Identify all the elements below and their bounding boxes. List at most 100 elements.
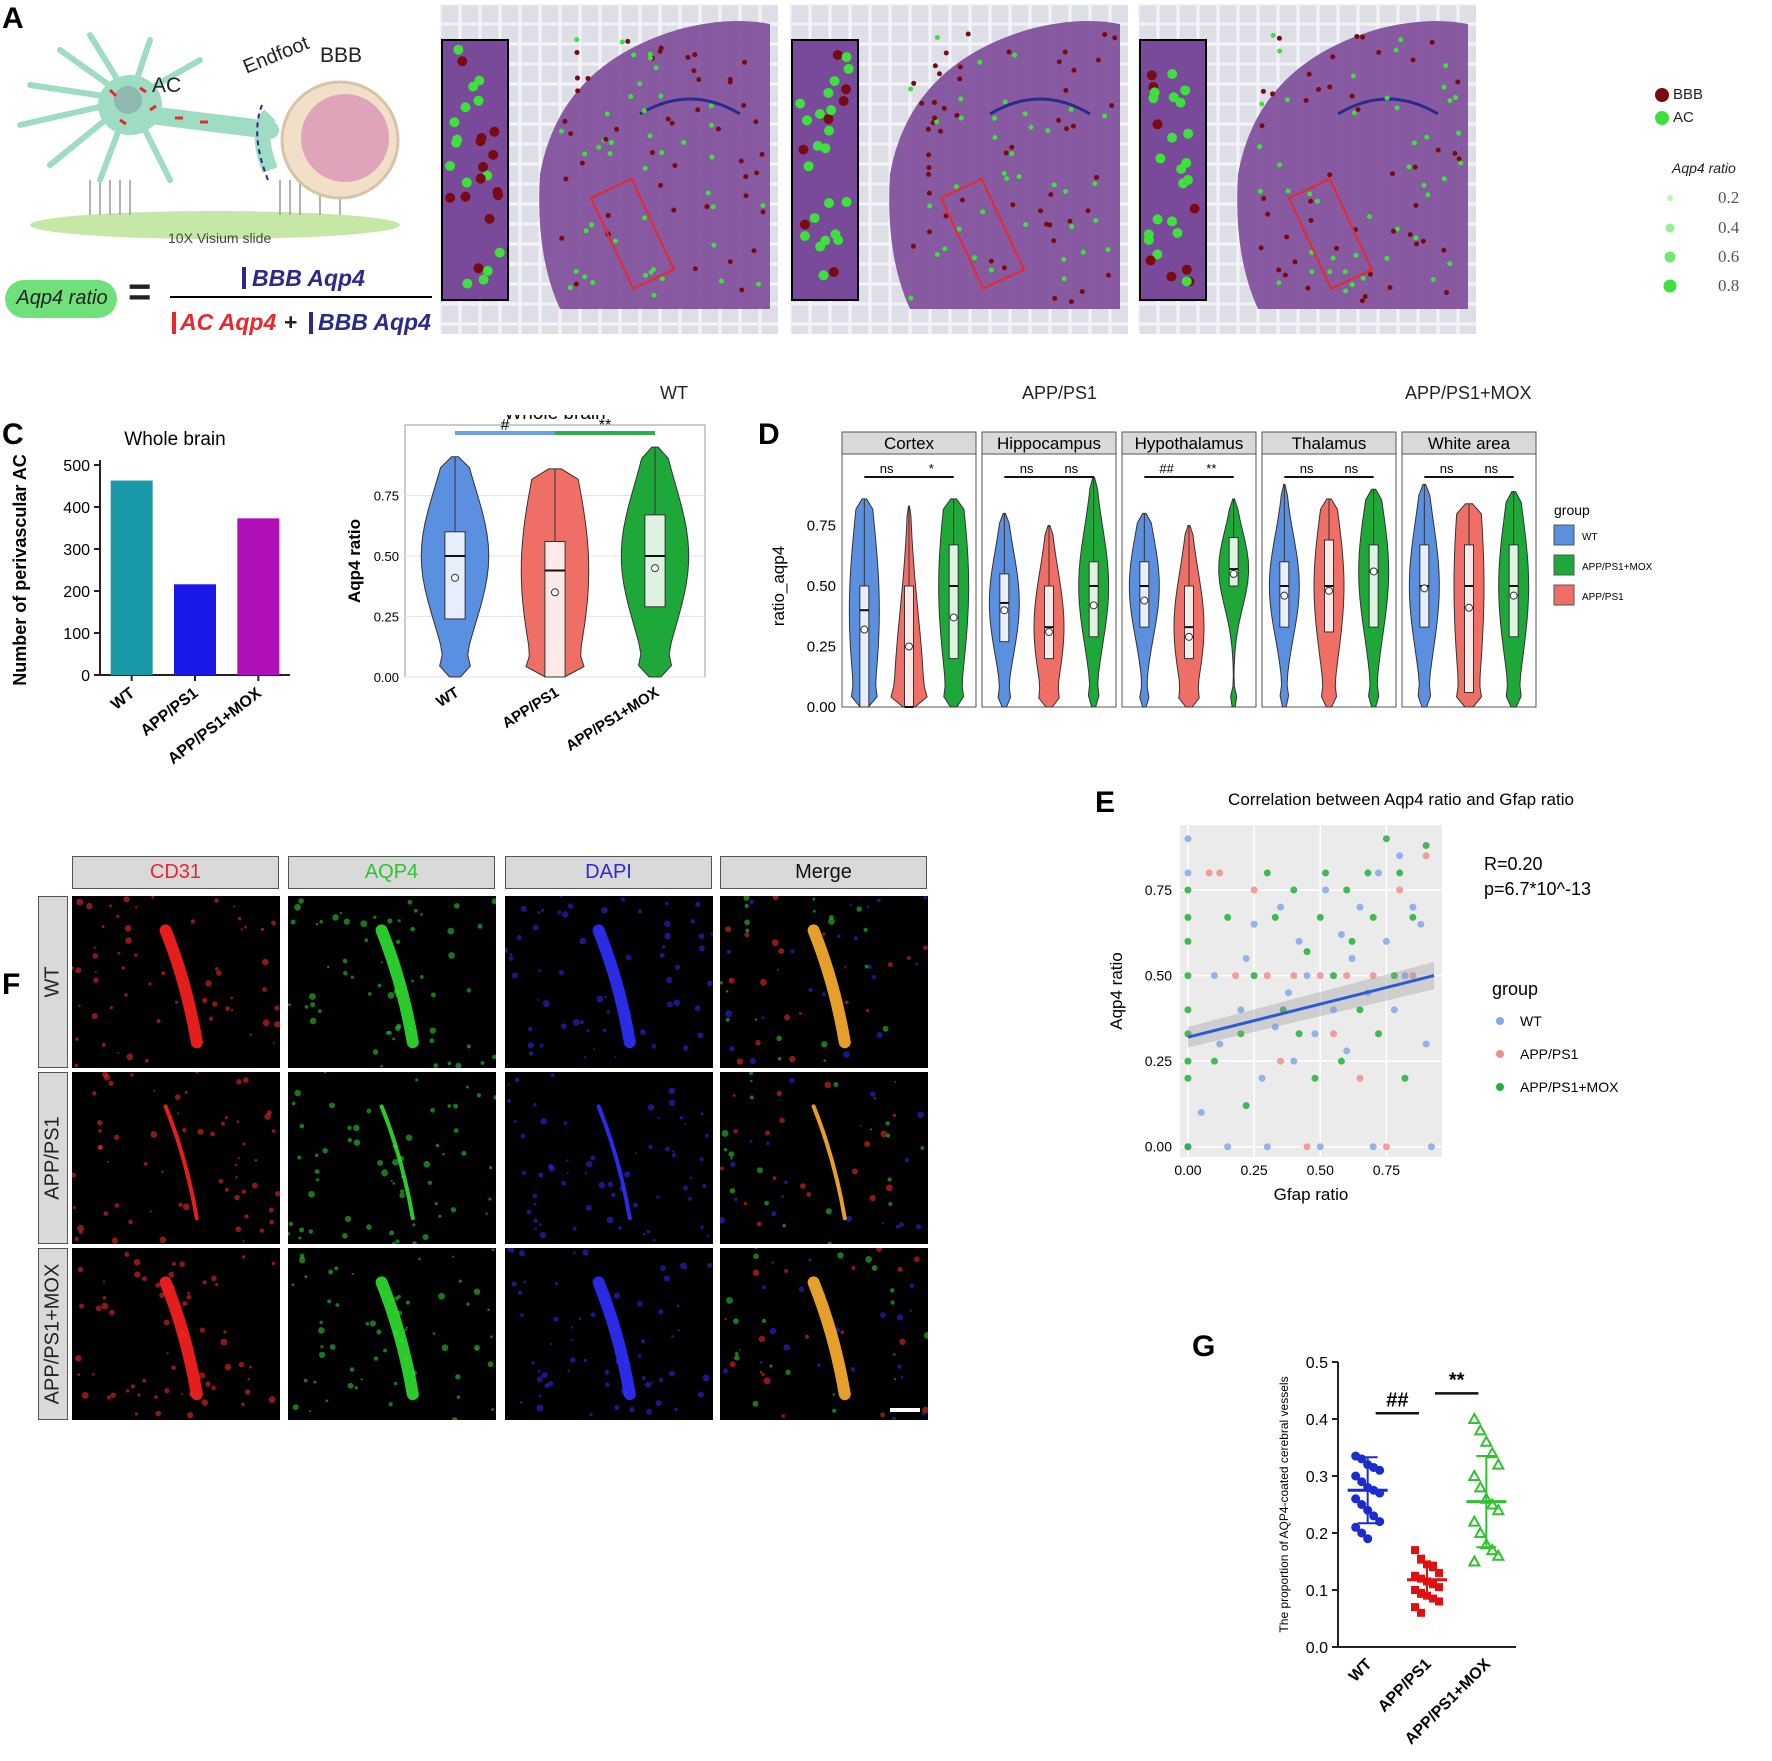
cell-signal — [871, 974, 877, 980]
y-tick-label: 500 — [63, 458, 90, 475]
cell-signal — [611, 1192, 616, 1198]
cell-signal — [271, 1129, 276, 1133]
legend-ratio-06 — [1664, 251, 1676, 263]
point-wt — [1242, 954, 1250, 962]
cell-signal — [72, 1206, 76, 1210]
bbb-spot — [911, 80, 917, 86]
legend-ac-marker — [1655, 111, 1669, 125]
cell-signal — [601, 906, 608, 914]
inset-ac-spot — [1183, 128, 1194, 139]
cell-signal — [876, 898, 881, 903]
cell-signal — [743, 896, 750, 901]
bbb-spot — [1062, 49, 1068, 55]
x-tick-label: 0.25 — [1240, 1162, 1267, 1178]
point-wt — [1184, 835, 1192, 843]
inset-bbb-spot — [828, 267, 839, 278]
point-app-ps1 — [1409, 972, 1417, 980]
violin-app-ps1-box — [544, 540, 566, 678]
brain-tissue — [539, 20, 770, 309]
cell-signal — [832, 1408, 837, 1413]
bbb-spot — [1056, 117, 1062, 123]
cell-signal — [822, 932, 826, 936]
cell-signal — [214, 898, 219, 903]
inset-ac-spot — [449, 117, 460, 128]
cell-signal — [697, 1032, 704, 1039]
cell-signal — [108, 1080, 114, 1086]
point-wt — [1401, 972, 1409, 980]
bbb-spot — [1327, 84, 1333, 90]
ac-spot — [1353, 252, 1359, 258]
cell-signal — [343, 970, 348, 976]
cell-signal — [179, 1261, 186, 1267]
cell-signal — [584, 1171, 588, 1175]
ac-spot — [574, 37, 580, 43]
cell-signal — [244, 1214, 249, 1219]
cell-signal — [725, 1010, 733, 1018]
cell-signal — [806, 1192, 812, 1198]
cell-signal — [527, 1026, 533, 1032]
cell-signal — [430, 992, 436, 998]
cell-signal — [94, 971, 97, 974]
comparison-label: * — [929, 461, 934, 476]
cell-signal — [72, 1172, 76, 1178]
cell-signal — [540, 908, 545, 913]
ac-spot — [1063, 188, 1069, 194]
cell-signal — [632, 1202, 639, 1208]
cell-signal — [921, 1412, 926, 1416]
cell-signal — [669, 1370, 675, 1377]
cell-signal — [909, 1283, 915, 1289]
ac-spot — [1080, 249, 1086, 255]
cell-signal — [149, 1210, 152, 1213]
bbb-spot — [1444, 290, 1450, 296]
cell-signal — [652, 1238, 656, 1242]
cell-signal — [720, 1166, 724, 1171]
cell-signal — [304, 1275, 308, 1279]
cell-signal — [380, 961, 383, 964]
ac-spot — [582, 151, 588, 157]
cell-signal — [560, 1023, 567, 1029]
cell-signal — [314, 1169, 320, 1175]
bbb-spot — [926, 152, 932, 158]
cell-signal — [309, 993, 316, 1000]
point-app-ps1-mox — [1396, 869, 1404, 877]
cell-signal — [309, 1017, 317, 1025]
cell-signal — [411, 979, 414, 983]
cell-signal — [364, 938, 369, 942]
cell-signal — [171, 1365, 176, 1370]
inset-ac-spot — [843, 63, 854, 74]
y-tick-label: 100 — [63, 626, 90, 643]
cell-signal — [415, 1078, 419, 1082]
x-tick-label-wt: WT — [1346, 1656, 1376, 1686]
cell-signal — [749, 1072, 754, 1076]
cell-signal — [673, 999, 681, 1006]
cell-signal — [578, 1317, 582, 1321]
ac-spot — [1068, 106, 1074, 112]
cell-signal — [674, 1407, 678, 1412]
inset-bbb-spot — [445, 192, 456, 203]
cell-signal — [566, 1159, 569, 1162]
ac-spot — [958, 96, 964, 102]
point-app-ps1 — [1429, 1580, 1437, 1589]
inset-bbb-spot — [832, 49, 843, 60]
ac-spot — [681, 139, 687, 145]
point-app-ps1 — [1411, 1571, 1419, 1580]
bbb-spot — [1052, 295, 1058, 301]
bbb-spot — [1330, 54, 1336, 60]
inset-bbb-spot — [476, 132, 487, 143]
cell-signal — [332, 914, 339, 921]
bbb-spot — [1105, 272, 1111, 278]
micrograph-wt-dapi — [505, 896, 713, 1068]
ac-spot — [642, 165, 648, 171]
comparison-label: ** — [1449, 1369, 1465, 1391]
cell-signal — [721, 1129, 729, 1137]
scatter-chart-correlation: Correlation between Aqp4 ratio and Gfap … — [1107, 790, 1619, 1204]
cell-signal — [75, 1355, 82, 1362]
cell-signal — [853, 936, 858, 941]
channel-header-aqp4: AQP4 — [288, 856, 495, 889]
cell-signal — [679, 1115, 684, 1120]
point-app-ps1 — [1429, 1594, 1437, 1603]
point-wt — [1197, 1109, 1205, 1117]
point-app-ps1-mox — [1295, 1030, 1303, 1038]
cell-signal — [466, 1302, 470, 1306]
inset-ac-spot — [841, 196, 852, 207]
